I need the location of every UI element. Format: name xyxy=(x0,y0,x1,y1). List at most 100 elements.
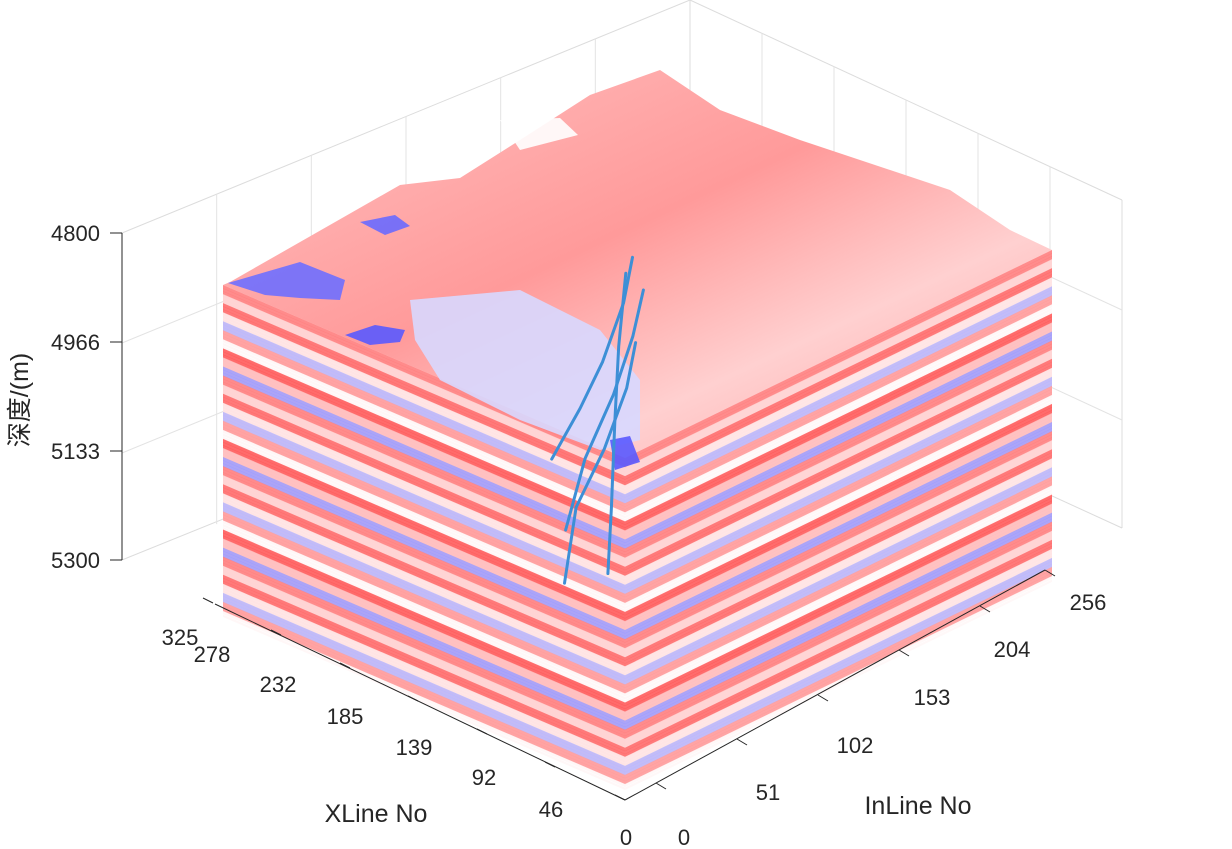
reflector-stripe xyxy=(223,339,625,516)
reflector-stripe xyxy=(223,496,625,673)
reflector-stripe xyxy=(625,286,1052,498)
inline-axis-label: InLine No xyxy=(864,792,971,820)
xline-tick-label: 232 xyxy=(260,672,297,697)
reflector-stripe xyxy=(223,375,625,553)
reflector-stripe xyxy=(625,391,1052,604)
reflector-stripe xyxy=(625,455,1052,667)
depth-tick-label: 5300 xyxy=(51,548,100,573)
xline-tick-label: 185 xyxy=(327,704,364,729)
reflector-stripe xyxy=(223,342,625,519)
reflector-stripe xyxy=(223,405,625,583)
amplitude-patch xyxy=(228,262,345,300)
reflector-stripe xyxy=(223,604,625,782)
reflector-stripe xyxy=(625,509,1052,722)
reflector-stripe xyxy=(223,366,625,544)
reflector-stripe xyxy=(223,327,625,504)
reflector-stripe xyxy=(625,316,1052,528)
inline-tick xyxy=(736,738,748,746)
reflector-stripe xyxy=(625,563,1052,776)
reflector-stripe xyxy=(223,315,625,492)
reflector-stripe xyxy=(223,586,625,764)
reflector-stripe xyxy=(223,544,625,722)
reflector-stripe xyxy=(625,569,1052,782)
seismic-volume xyxy=(223,70,1052,791)
xline-tick-label: 139 xyxy=(396,735,433,760)
xline-tick xyxy=(407,695,419,702)
reflector-stripe xyxy=(625,500,1052,713)
reflector-stripe xyxy=(223,438,625,616)
fault-line xyxy=(606,271,628,575)
reflector-stripe xyxy=(625,536,1052,749)
reflector-stripe xyxy=(625,379,1052,592)
reflector-stripe xyxy=(223,387,625,565)
reflector-stripe xyxy=(223,294,625,471)
reflector-stripe xyxy=(625,346,1052,559)
reflector-stripe xyxy=(223,614,625,791)
reflector-stripe xyxy=(625,310,1052,522)
reflector-stripe xyxy=(625,431,1052,643)
reflector-stripe xyxy=(625,292,1052,504)
reflector-stripe xyxy=(625,334,1052,547)
reflector-stripe xyxy=(223,550,625,728)
reflector-stripe xyxy=(223,306,625,483)
reflector-stripe xyxy=(223,333,625,510)
reflector-stripe xyxy=(625,449,1052,661)
reflector-stripe xyxy=(625,340,1052,553)
reflector-stripe xyxy=(223,520,625,697)
reflector-stripe xyxy=(625,304,1052,516)
reflector-stripe xyxy=(625,349,1052,562)
reflector-stripe xyxy=(223,372,625,550)
reflector-stripe xyxy=(223,592,625,770)
reflector-stripe xyxy=(223,324,625,501)
inline-tick-label: 102 xyxy=(837,733,874,758)
reflector-stripe xyxy=(223,423,625,601)
reflector-stripe xyxy=(625,491,1052,704)
reflector-stripe xyxy=(625,539,1052,752)
xline-axis-line xyxy=(214,603,626,801)
xline-tick-label: 0 xyxy=(620,825,632,849)
reflector-stripe xyxy=(625,437,1052,649)
xline-tick xyxy=(339,662,351,669)
reflector-stripe xyxy=(223,402,625,580)
reflector-stripe xyxy=(625,262,1052,474)
reflector-stripe xyxy=(625,370,1052,583)
amplitude-patch xyxy=(345,325,405,345)
reflector-stripe xyxy=(625,376,1052,589)
reflector-stripe xyxy=(625,361,1052,574)
reflector-stripe xyxy=(223,523,625,701)
xline-tick-label: 325 xyxy=(162,625,199,650)
reflector-stripe xyxy=(223,553,625,731)
reflector-stripe xyxy=(223,511,625,688)
reflector-stripe xyxy=(625,560,1052,773)
reflector-stripe xyxy=(625,265,1052,477)
reflector-stripe xyxy=(625,503,1052,716)
amplitude-patch xyxy=(360,215,410,235)
reflector-stripe xyxy=(625,358,1052,571)
inline-tick xyxy=(817,694,829,702)
reflector-stripe xyxy=(625,337,1052,550)
xline-tick xyxy=(476,728,488,735)
reflector-stripe xyxy=(223,441,625,619)
reflector-stripe xyxy=(223,577,625,755)
reflector-stripe xyxy=(625,259,1052,471)
reflector-stripe xyxy=(223,448,625,625)
reflector-stripe xyxy=(223,396,625,574)
reflector-stripe xyxy=(223,502,625,679)
reflector-stripe xyxy=(223,399,625,577)
inline-tick-label: 0 xyxy=(678,825,690,849)
reflector-stripe xyxy=(625,557,1052,770)
reflector-stripe xyxy=(625,298,1052,510)
reflector-stripe xyxy=(223,414,625,592)
reflector-stripe xyxy=(625,256,1052,468)
reflector-stripe xyxy=(625,325,1052,538)
reflector-stripe xyxy=(223,583,625,761)
reflector-stripe xyxy=(625,364,1052,577)
reflector-stripe xyxy=(223,420,625,598)
reflector-stripe xyxy=(625,476,1052,688)
reflector-stripe xyxy=(223,538,625,716)
amplitude-patch xyxy=(500,118,578,150)
reflector-stripe xyxy=(223,309,625,486)
reflector-stripe xyxy=(223,589,625,767)
reflector-stripe xyxy=(223,363,625,541)
